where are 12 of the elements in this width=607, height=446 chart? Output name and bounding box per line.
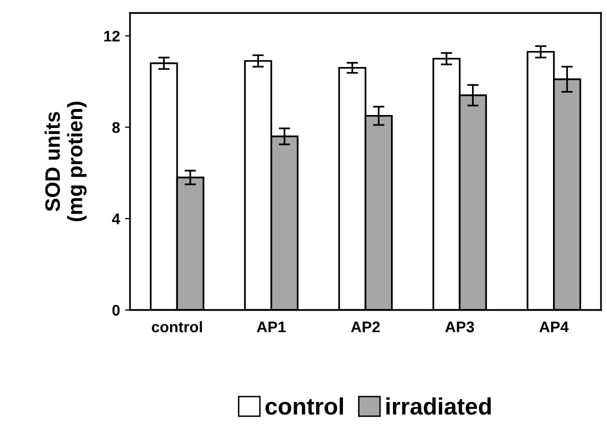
y-tick-label: 0 bbox=[112, 304, 120, 316]
y-tick-label: 8 bbox=[112, 122, 120, 133]
y-tick-label: 4 bbox=[112, 214, 120, 224]
x-tick-label: AP4 bbox=[539, 322, 569, 332]
x-tick-label: control bbox=[152, 321, 202, 332]
y-axis-title: SOD units (mg protien) bbox=[44, 102, 87, 222]
y-tick-label: 12 bbox=[104, 30, 120, 42]
x-tick-label: AP2 bbox=[351, 322, 380, 332]
legend-label: control bbox=[266, 397, 343, 415]
x-tick-label: AP1 bbox=[256, 322, 286, 332]
x-tick-label: AP3 bbox=[445, 322, 474, 332]
legend-label: irradiated bbox=[386, 397, 491, 415]
